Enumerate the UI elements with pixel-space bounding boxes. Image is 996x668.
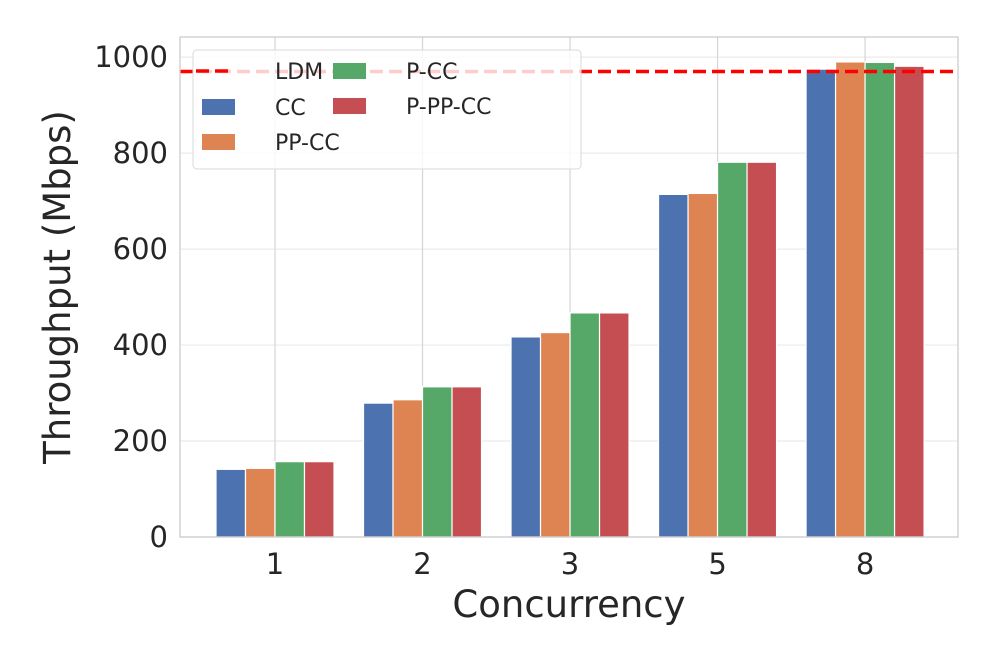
y-tick-label: 0	[150, 520, 168, 554]
y-tick-label: 400	[113, 328, 168, 362]
y-tick-label: 800	[113, 136, 168, 170]
bar-cc	[362, 402, 394, 538]
bar-cc	[215, 468, 247, 538]
legend-box	[192, 49, 582, 170]
legend: LDM CC PP-CC P-CC P-PP-CC	[192, 49, 582, 170]
y-axis-label: Throughput (Mbps)	[36, 110, 79, 465]
y-tick-label: 600	[113, 232, 168, 266]
bar-p-pp-cc	[893, 65, 925, 538]
bar-p-cc	[864, 61, 896, 538]
x-tick-label: 3	[561, 547, 579, 581]
bar-cc	[510, 336, 542, 538]
bar-pp-cc	[392, 399, 424, 538]
bar-p-pp-cc	[303, 461, 335, 538]
x-tick-label: 2	[413, 547, 431, 581]
legend-label-pp-cc: PP-CC	[275, 131, 340, 156]
y-axis-ticks: 0 200 400 600 800 1000	[94, 40, 168, 554]
bar-p-cc	[274, 461, 306, 538]
bar-pp-cc	[539, 331, 571, 538]
plot-frame	[179, 36, 959, 538]
bar-p-pp-cc	[598, 312, 630, 538]
legend-swatch-p-cc	[333, 63, 366, 79]
legend-label-p-cc: P-CC	[406, 60, 457, 85]
legend-label-p-pp-cc: P-PP-CC	[406, 95, 491, 120]
legend-label-ldm: LDM	[275, 60, 323, 85]
bar-p-cc	[421, 386, 453, 538]
legend-swatch-p-pp-cc	[333, 98, 366, 114]
x-axis-label: Concurrency	[452, 583, 685, 626]
bar-p-pp-cc	[451, 386, 483, 538]
legend-swatch-pp-cc	[202, 134, 235, 150]
bar-p-cc	[716, 161, 748, 538]
bar-p-cc	[569, 312, 601, 538]
bar-pp-cc	[834, 61, 866, 538]
bar-pp-cc	[244, 467, 276, 538]
x-tick-label: 5	[708, 547, 726, 581]
x-tick-label: 8	[856, 547, 874, 581]
bar-cc	[657, 193, 689, 538]
x-axis-ticks: 1 2 3 5 8	[266, 547, 875, 581]
legend-swatch-cc	[202, 99, 235, 115]
bars	[215, 61, 925, 538]
bar-cc	[805, 68, 837, 538]
bar-pp-cc	[687, 192, 719, 538]
x-tick-label: 1	[266, 547, 284, 581]
y-tick-label: 200	[113, 424, 168, 458]
bar-p-pp-cc	[746, 161, 778, 538]
legend-label-cc: CC	[275, 96, 306, 121]
y-tick-label: 1000	[94, 40, 168, 74]
